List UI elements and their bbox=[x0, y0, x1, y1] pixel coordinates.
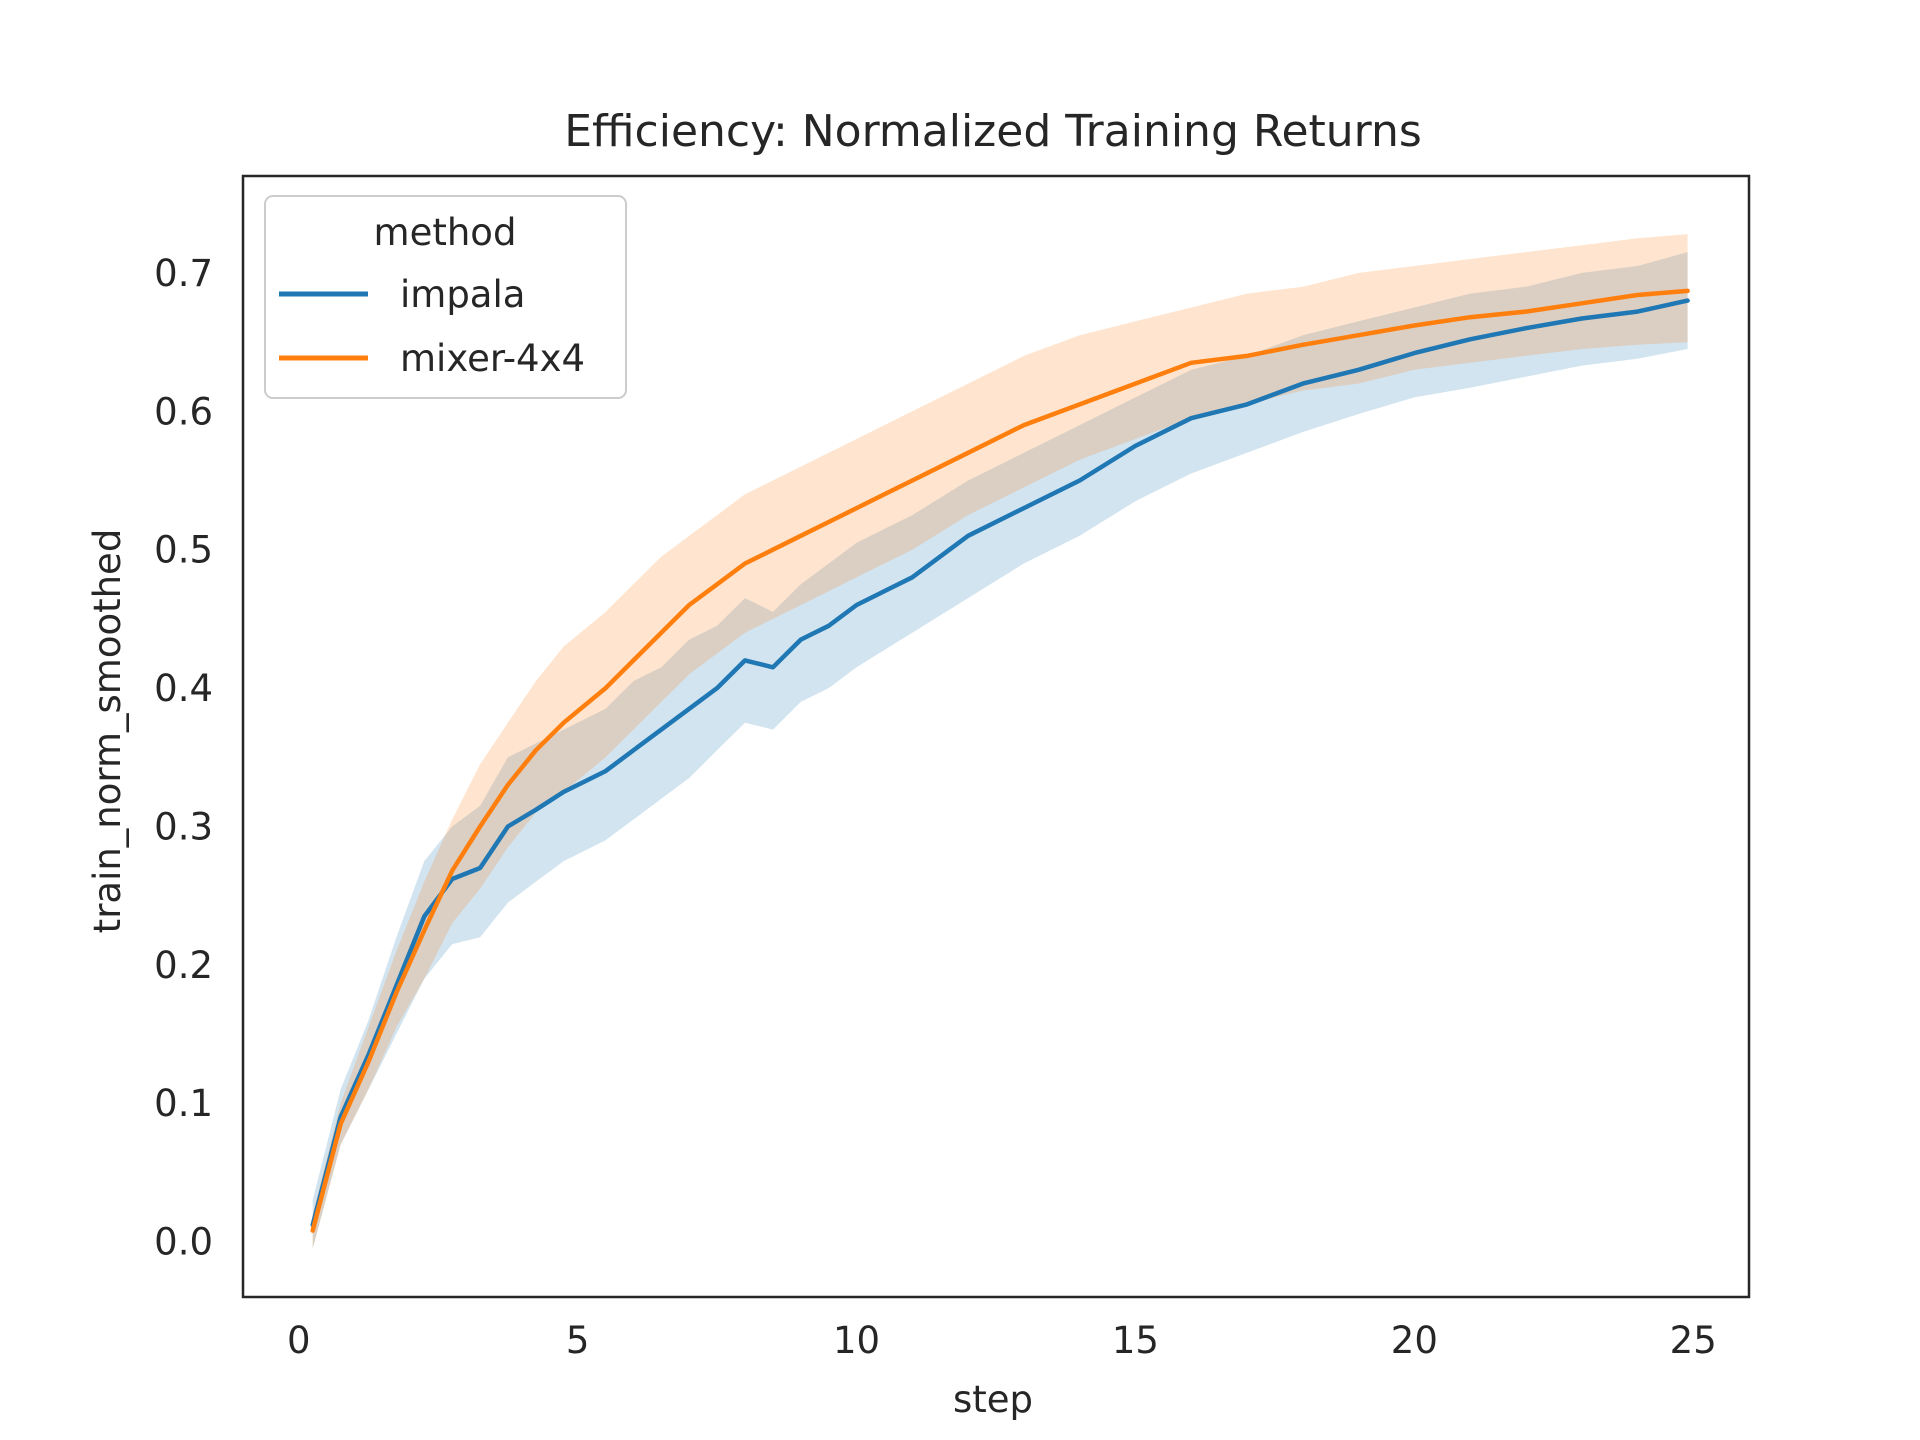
legend: method impala mixer-4x4 bbox=[264, 195, 627, 399]
y-tick-label: 0.0 bbox=[154, 1221, 213, 1264]
legend-label-mixer-4x4: mixer-4x4 bbox=[400, 337, 585, 380]
x-axis-label: step bbox=[953, 1378, 1033, 1421]
legend-label-impala: impala bbox=[400, 273, 525, 316]
x-tick-label: 25 bbox=[1670, 1319, 1717, 1362]
y-tick-label: 0.2 bbox=[154, 944, 213, 987]
chart-title: Efficiency: Normalized Training Returns bbox=[564, 106, 1422, 157]
y-tick-label: 0.6 bbox=[154, 390, 213, 433]
band-impala bbox=[312, 252, 1688, 1249]
line-mixer-4x4 bbox=[310, 288, 1690, 1233]
y-tick-label: 0.1 bbox=[154, 1082, 213, 1125]
y-axis-label: train_norm_smoothed bbox=[86, 529, 129, 934]
y-tick-label: 0.4 bbox=[154, 667, 213, 710]
y-tick-label: 0.5 bbox=[154, 529, 213, 572]
x-tick-label: 5 bbox=[566, 1319, 590, 1362]
x-tick-label: 0 bbox=[287, 1319, 311, 1362]
x-tick-label: 15 bbox=[1112, 1319, 1159, 1362]
y-tick-label: 0.7 bbox=[154, 252, 213, 295]
plot-frame bbox=[241, 174, 1751, 1299]
legend-title: method bbox=[374, 211, 517, 254]
x-tick-label: 20 bbox=[1391, 1319, 1438, 1362]
legend-box bbox=[264, 195, 627, 399]
x-tick-label: 10 bbox=[833, 1319, 880, 1362]
line-impala bbox=[310, 298, 1690, 1228]
y-tick-label: 0.3 bbox=[154, 805, 213, 848]
